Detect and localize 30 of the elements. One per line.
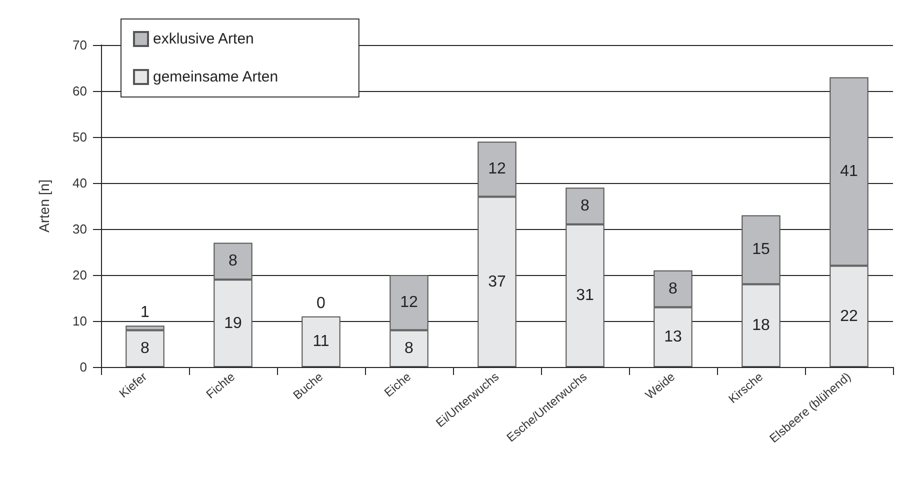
y-tick-label: 70 bbox=[72, 38, 87, 52]
y-tick-label: 0 bbox=[80, 360, 87, 374]
y-tick-label: 10 bbox=[72, 314, 87, 328]
data-label: 18 bbox=[752, 317, 770, 334]
data-label: 11 bbox=[312, 333, 330, 350]
y-tick-label: 40 bbox=[72, 176, 87, 190]
data-label: 1 bbox=[140, 304, 150, 322]
data-label: 12 bbox=[400, 294, 418, 312]
data-label: 37 bbox=[488, 273, 506, 290]
legend-label: gemeinsame Arten bbox=[153, 68, 278, 86]
y-tick-label: 30 bbox=[72, 222, 87, 236]
data-label: 8 bbox=[580, 198, 590, 214]
data-label: 19 bbox=[224, 314, 242, 332]
data-label: 22 bbox=[840, 308, 858, 325]
data-label: 0 bbox=[316, 294, 326, 312]
data-label: 8 bbox=[404, 340, 414, 358]
data-label: 13 bbox=[664, 328, 682, 346]
y-tick-label: 60 bbox=[72, 84, 87, 98]
data-label: 12 bbox=[488, 160, 506, 178]
data-label: 31 bbox=[576, 287, 594, 304]
data-label: 8 bbox=[140, 340, 150, 358]
y-tick-label: 50 bbox=[72, 130, 87, 144]
y-tick-label: 20 bbox=[72, 268, 87, 282]
legend-label: exklusive Arten bbox=[153, 30, 254, 48]
bar bbox=[302, 316, 340, 367]
y-axis-title: Arten [n] bbox=[36, 180, 52, 232]
data-label: 8 bbox=[668, 280, 678, 298]
data-label: 15 bbox=[752, 241, 770, 258]
data-label: 41 bbox=[840, 163, 858, 180]
data-label: 8 bbox=[228, 252, 238, 270]
